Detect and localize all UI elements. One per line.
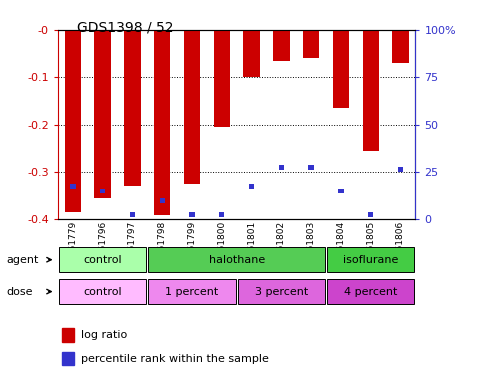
Bar: [65, 30, 81, 212]
Bar: [130, 212, 135, 217]
Bar: [59, 279, 146, 304]
Bar: [392, 30, 409, 63]
Bar: [124, 30, 141, 186]
Bar: [61, 352, 74, 365]
Text: log ratio: log ratio: [81, 330, 128, 340]
Bar: [338, 189, 343, 194]
Bar: [243, 30, 260, 77]
Text: dose: dose: [7, 286, 33, 297]
Text: percentile rank within the sample: percentile rank within the sample: [81, 354, 269, 364]
Text: GDS1398 / 52: GDS1398 / 52: [77, 21, 174, 34]
Bar: [61, 328, 74, 342]
Bar: [327, 247, 414, 272]
Bar: [327, 279, 414, 304]
Bar: [159, 198, 165, 203]
Bar: [368, 212, 373, 217]
Bar: [219, 212, 225, 217]
Bar: [148, 247, 325, 272]
Bar: [238, 279, 325, 304]
Bar: [363, 30, 379, 151]
Bar: [189, 212, 195, 217]
Bar: [59, 247, 146, 272]
Text: control: control: [84, 255, 122, 265]
Text: 3 percent: 3 percent: [255, 286, 308, 297]
Bar: [100, 189, 105, 194]
Bar: [148, 279, 236, 304]
Bar: [303, 30, 319, 58]
Bar: [213, 30, 230, 127]
Bar: [279, 165, 284, 170]
Bar: [309, 165, 314, 170]
Bar: [273, 30, 289, 61]
Bar: [333, 30, 349, 108]
Bar: [398, 167, 403, 172]
Bar: [154, 30, 170, 214]
Text: agent: agent: [7, 255, 39, 265]
Text: halothane: halothane: [209, 255, 265, 265]
Bar: [184, 30, 200, 184]
Bar: [70, 184, 75, 189]
Bar: [249, 184, 254, 189]
Text: isoflurane: isoflurane: [343, 255, 398, 265]
Text: control: control: [84, 286, 122, 297]
Text: 4 percent: 4 percent: [344, 286, 398, 297]
Bar: [95, 30, 111, 198]
Text: 1 percent: 1 percent: [165, 286, 219, 297]
